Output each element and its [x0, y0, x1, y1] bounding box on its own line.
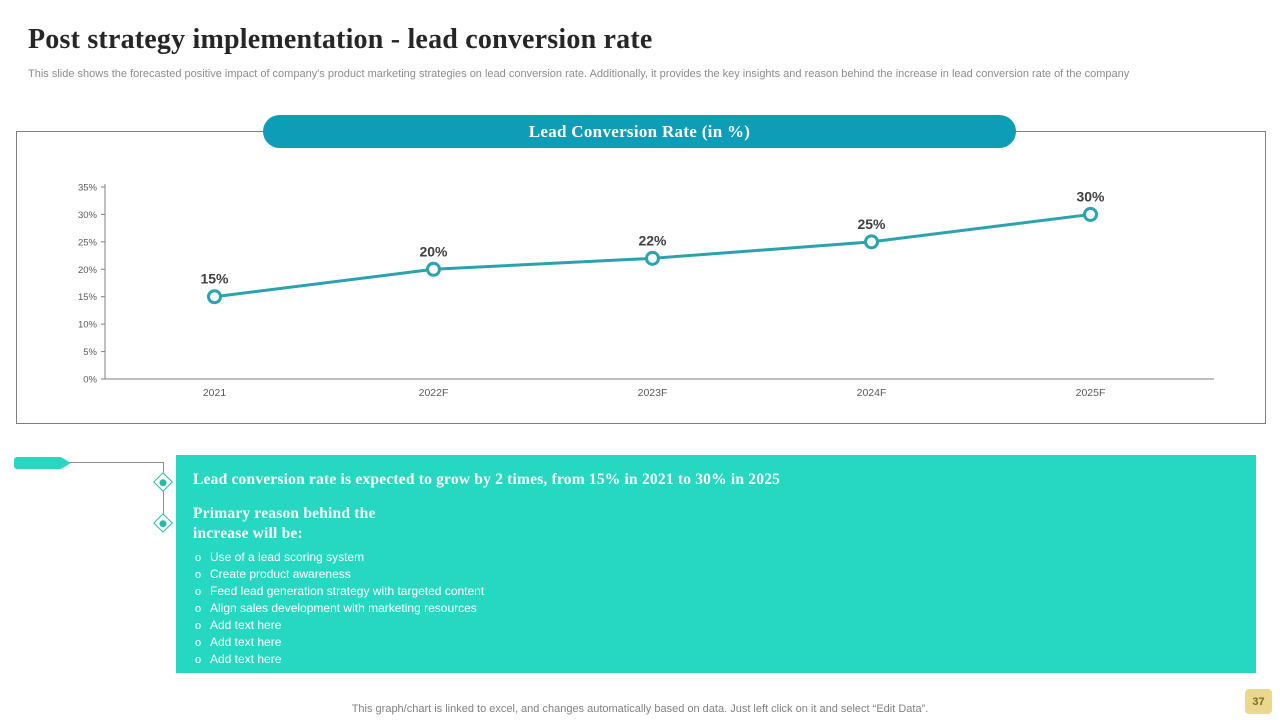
circle-bullet-icon: o — [195, 620, 202, 633]
circle-bullet-icon: o — [195, 637, 202, 650]
page-number-badge: 37 — [1245, 689, 1272, 714]
list-item: o Feed lead generation strategy with targ… — [195, 584, 485, 599]
connector-line-vertical — [163, 462, 164, 523]
svg-text:0%: 0% — [83, 375, 97, 386]
svg-text:2023F: 2023F — [638, 387, 668, 399]
circle-bullet-icon: o — [195, 552, 202, 565]
lead-conversion-line-chart[interactable]: 0% 5% 10% 15% 20% 25% 30% 35% 2021 2022F 2023F 2024… — [17, 132, 1265, 423]
teal-accent-bar — [14, 457, 71, 469]
diamond-bullet-icon — [153, 513, 173, 533]
svg-text:22%: 22% — [638, 232, 667, 248]
svg-text:25%: 25% — [857, 216, 886, 232]
insight-subheadline: Primary reason behind the increase will … — [193, 505, 376, 543]
connector-line-horizontal — [70, 462, 164, 463]
svg-text:2021: 2021 — [203, 387, 227, 399]
svg-text:30%: 30% — [1076, 188, 1105, 204]
list-item: o Add text here — [195, 635, 282, 650]
chart-title: Lead Conversion Rate (in %) — [528, 121, 751, 141]
svg-text:15%: 15% — [78, 292, 98, 303]
list-item: o Add text here — [195, 652, 282, 667]
circle-bullet-icon: o — [195, 603, 202, 616]
footer-note: This graph/chart is linked to excel, and… — [351, 703, 929, 715]
insight-bullet-list: o Use of a lead scoring system o Create pr… — [193, 549, 1236, 668]
svg-text:20%: 20% — [419, 243, 448, 259]
svg-text:35%: 35% — [78, 183, 98, 194]
chart-title-pill: Lead Conversion Rate (in %) — [263, 115, 1016, 148]
circle-bullet-icon: o — [195, 654, 202, 667]
list-item: o Use of a lead scoring system — [195, 550, 365, 565]
lead-conversion-chart-frame[interactable]: 0% 5% 10% 15% 20% 25% 30% 35% 2021 2022F 2023F 2024… — [16, 131, 1266, 424]
list-item: o Add text here — [195, 618, 282, 633]
svg-text:10%: 10% — [78, 320, 98, 331]
svg-text:25%: 25% — [78, 237, 98, 248]
list-item: o Create product awareness — [195, 567, 351, 582]
page-subtitle: This slide shows the forecasted positive… — [28, 68, 1130, 80]
svg-text:2024F: 2024F — [857, 387, 887, 399]
page-title: Post strategy implementation - lead conv… — [28, 24, 653, 55]
svg-text:20%: 20% — [78, 265, 98, 276]
insights-panel: Lead conversion rate is expected to grow… — [176, 455, 1256, 673]
insight-headline: Lead conversion rate is expected to grow… — [193, 471, 781, 488]
svg-text:2022F: 2022F — [419, 387, 449, 399]
svg-text:2025F: 2025F — [1076, 387, 1106, 399]
svg-text:30%: 30% — [78, 210, 98, 221]
svg-text:15%: 15% — [200, 271, 229, 287]
svg-text:5%: 5% — [83, 347, 97, 358]
circle-bullet-icon: o — [195, 569, 202, 582]
diamond-bullet-icon — [153, 472, 173, 492]
list-item: o Align sales development with marketing … — [195, 601, 477, 616]
page-number: 37 — [1252, 695, 1265, 708]
circle-bullet-icon: o — [195, 586, 202, 599]
